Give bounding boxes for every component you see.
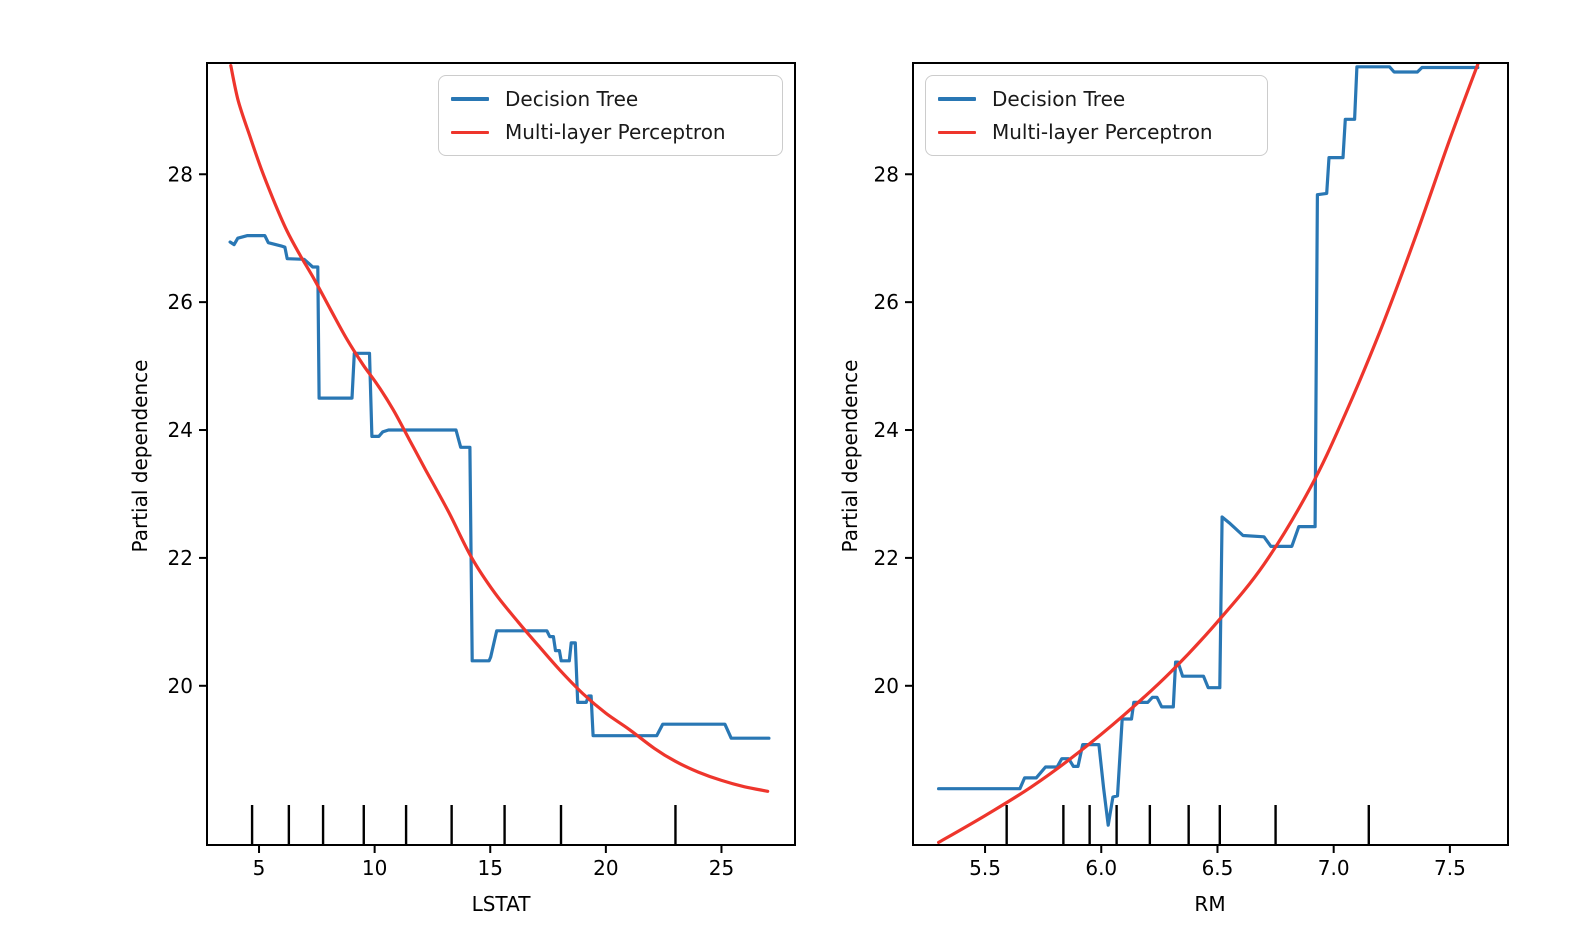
axes-frame-right [912, 62, 1509, 846]
y-axis-label-left: Partial dependence [128, 359, 152, 553]
y-tick-label-right: 24 [874, 418, 899, 442]
legend-left-plot: Decision Tree Multi-layer Perceptron [438, 75, 783, 156]
legend-line-sample-mlp [938, 130, 976, 134]
legend-entry-mlp: Multi-layer Perceptron [938, 116, 1257, 150]
legend-label-mlp: Multi-layer Perceptron [992, 120, 1213, 145]
legend-line-sample-mlp [451, 130, 489, 134]
legend-line-sample-decision-tree [451, 97, 489, 101]
y-tick-label-right: 20 [874, 674, 899, 698]
legend-entry-decision-tree: Decision Tree [938, 82, 1257, 116]
y-tick-label-left: 22 [168, 546, 193, 570]
legend-label-mlp: Multi-layer Perceptron [505, 120, 726, 145]
x-axis-label-rm: RM [1194, 892, 1226, 916]
multi-layer-perceptron-line-right [937, 62, 1480, 844]
y-tick-label-left: 24 [168, 418, 193, 442]
y-tick-label-right: 28 [874, 162, 899, 186]
x-axis-label-lstat: LSTAT [471, 892, 531, 916]
x-tick-label-right: 6.5 [1202, 856, 1234, 880]
x-tick-label-left: 15 [478, 856, 503, 880]
x-tick-label-right: 5.5 [969, 856, 1001, 880]
y-tick-label-left: 26 [168, 290, 193, 314]
x-tick-label-right: 6.0 [1085, 856, 1117, 880]
y-tick-label-left: 28 [168, 162, 193, 186]
legend-right-plot: Decision Tree Multi-layer Perceptron [925, 75, 1268, 156]
x-tick-label-left: 25 [709, 856, 734, 880]
legend-entry-decision-tree: Decision Tree [451, 82, 772, 116]
decision-tree-line-right [937, 65, 1480, 827]
y-tick-label-left: 20 [168, 674, 193, 698]
y-tick-label-right: 22 [874, 546, 899, 570]
legend-line-sample-decision-tree [938, 97, 976, 101]
x-tick-label-left: 10 [362, 856, 387, 880]
x-tick-label-left: 20 [593, 856, 618, 880]
y-axis-label-right: Partial dependence [838, 359, 862, 553]
legend-label-decision-tree: Decision Tree [505, 86, 639, 111]
axes-frame-left [206, 62, 796, 846]
x-tick-label-left: 5 [253, 856, 266, 880]
decision-tree-line-left [228, 234, 771, 740]
legend-entry-mlp: Multi-layer Perceptron [451, 116, 772, 150]
x-tick-label-right: 7.5 [1434, 856, 1466, 880]
x-tick-label-right: 7.0 [1318, 856, 1350, 880]
y-tick-label-right: 26 [874, 290, 899, 314]
legend-label-decision-tree: Decision Tree [992, 86, 1126, 111]
multi-layer-perceptron-line-left [229, 63, 770, 793]
